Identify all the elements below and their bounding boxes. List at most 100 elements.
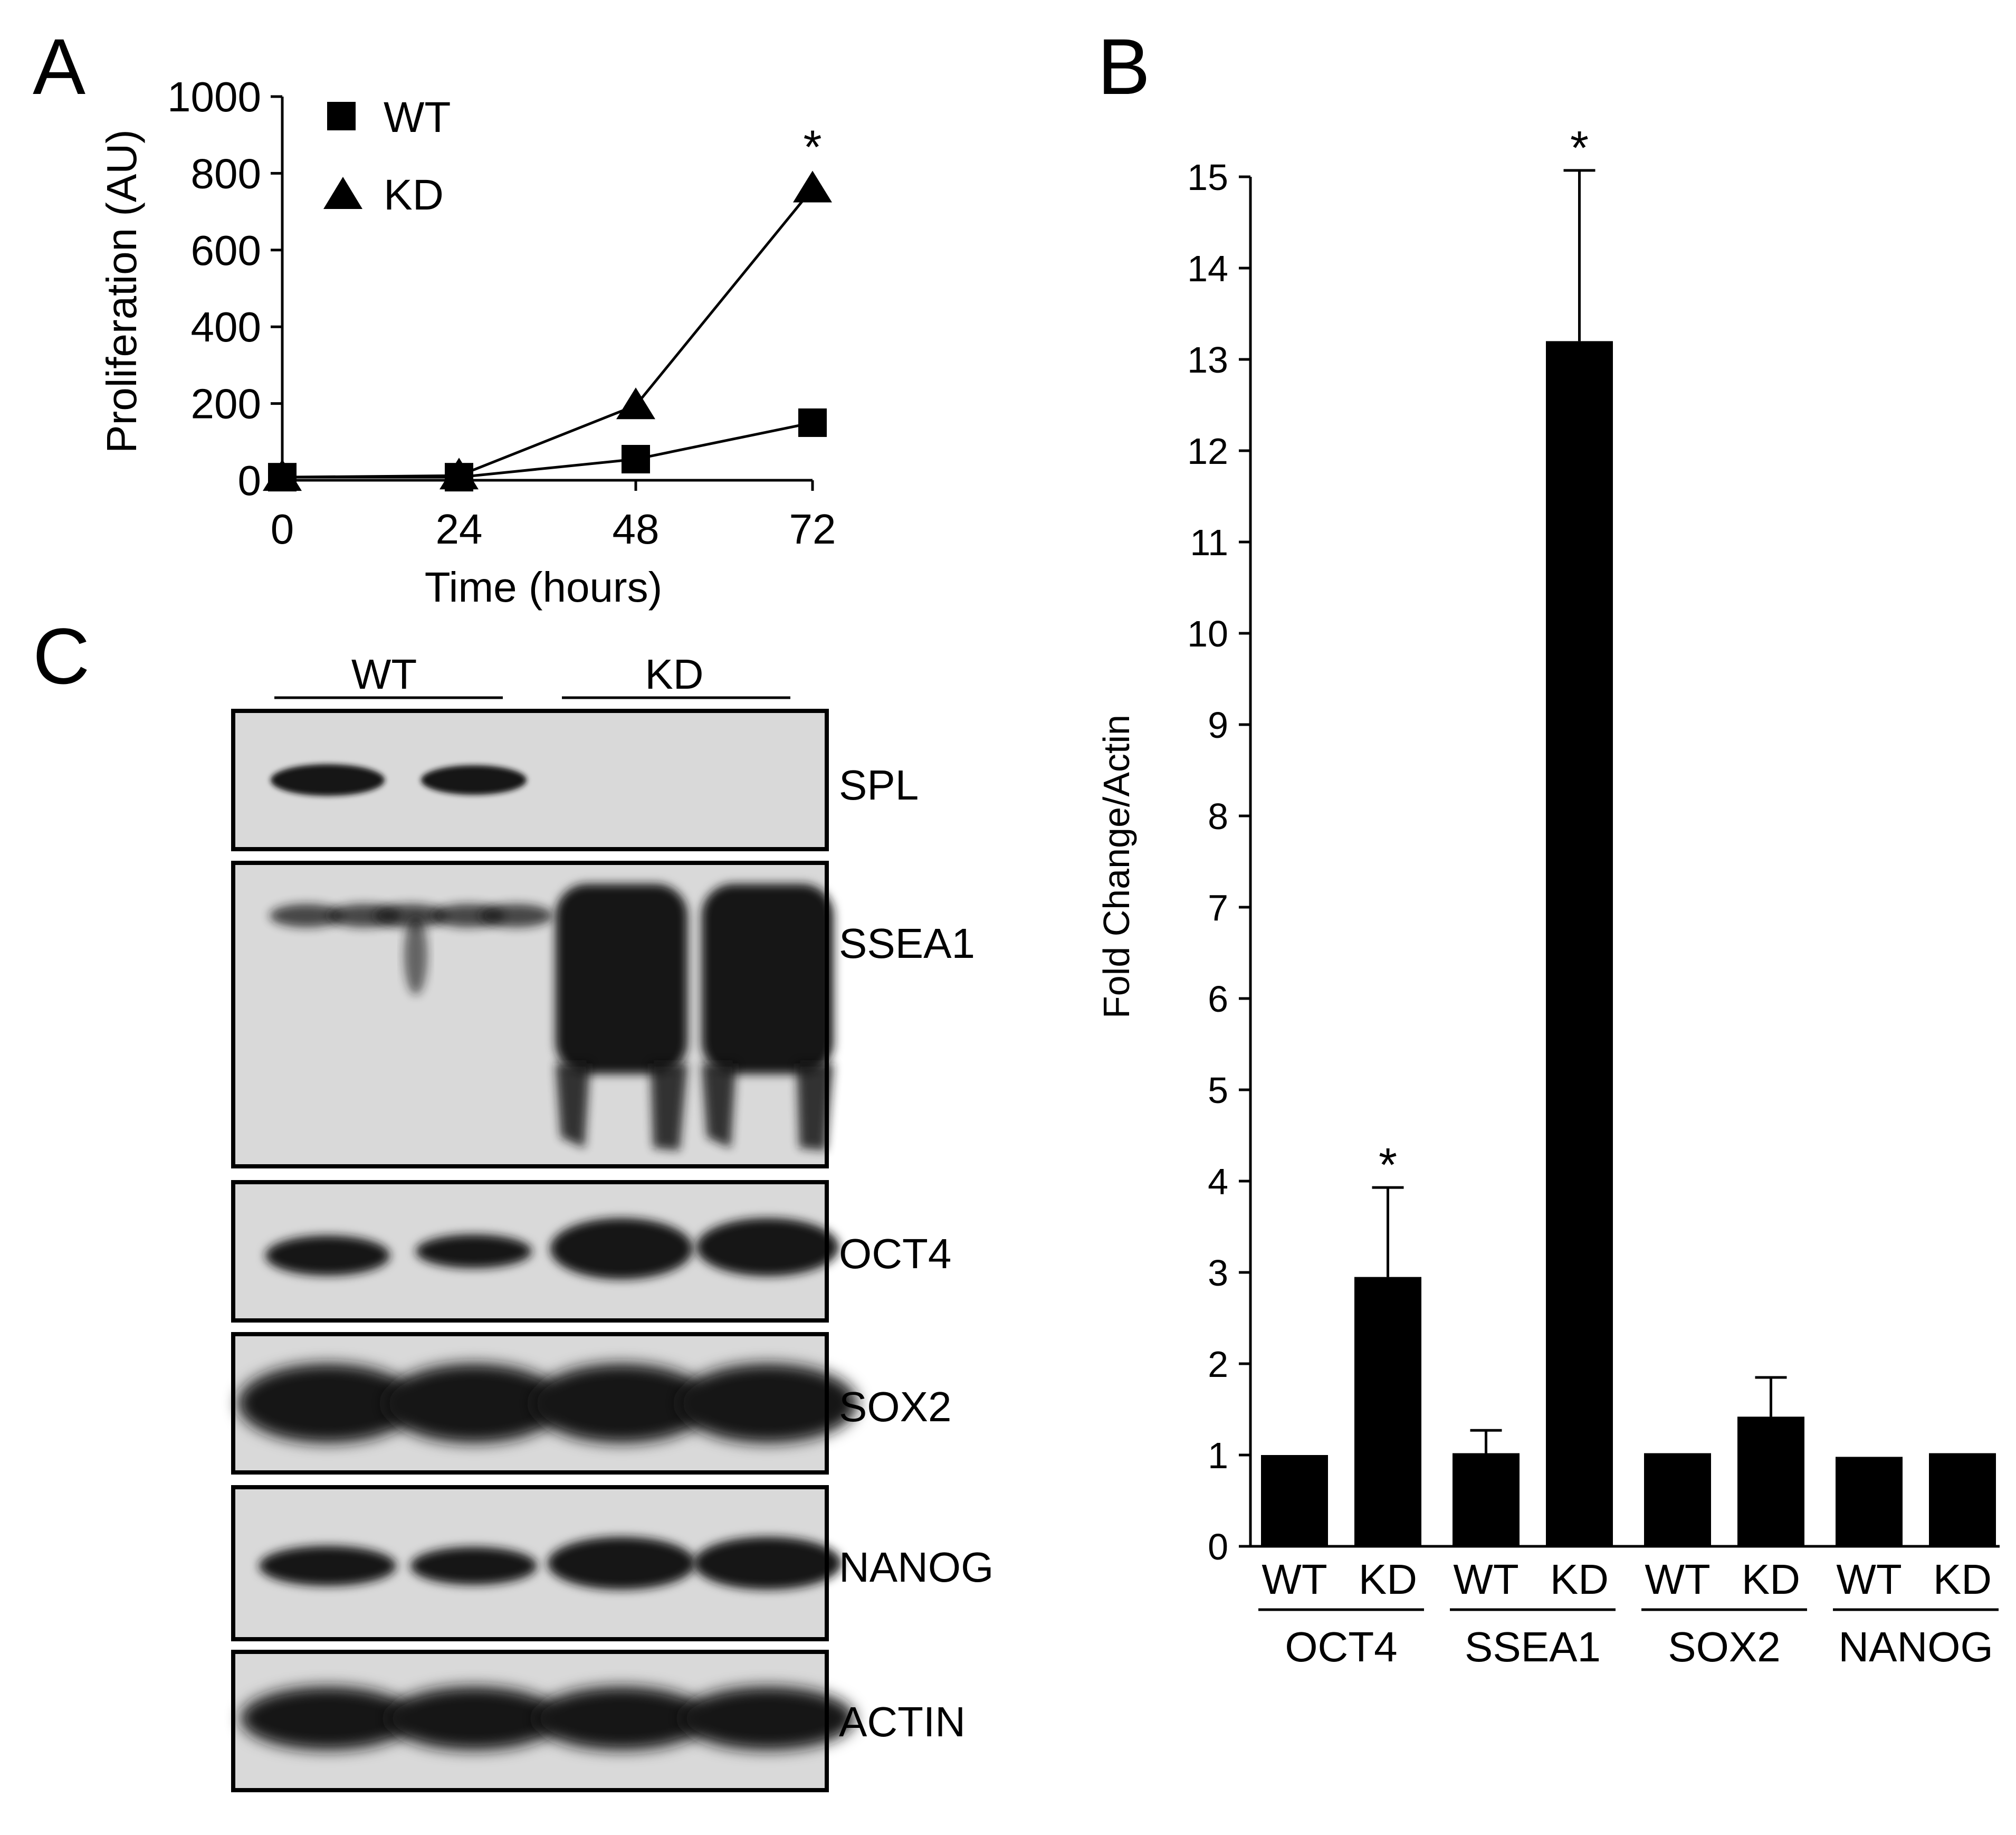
blot-smear [556, 884, 687, 1074]
blot-band-faint [374, 904, 447, 927]
marker-kd-triangle [263, 459, 302, 491]
blot-wt-group-label: WT [351, 651, 417, 698]
panel-b-y-tick-label: 12 [1187, 431, 1228, 472]
panel-a-line-chart: 0 200 400 600 800 1000 0 24 48 72 Time (hours) P… [98, 73, 836, 611]
panel-b-y-axis-label: Fold Change/Actin [1096, 715, 1137, 1019]
blot-band [384, 1364, 563, 1443]
panel-b-y-tick-label: 10 [1187, 613, 1228, 654]
bar-sox2-wt [1644, 1453, 1711, 1546]
panel-a-y-tick-label: 1000 [167, 73, 261, 120]
significance-star-oct4: * [1379, 1139, 1397, 1192]
panel-a-legend: WT KD [323, 93, 451, 219]
bar-category-label: KD [1742, 1556, 1800, 1603]
blot-bands-spl [271, 764, 527, 796]
panel-a-y-tick-label: 800 [191, 150, 261, 197]
blot-strip-border [231, 709, 829, 851]
blot-band [696, 1218, 839, 1276]
blot-strip-border [231, 1485, 829, 1641]
blot-band-faint [270, 904, 343, 927]
bar-oct4-wt [1261, 1455, 1328, 1546]
panel-b-y-tick-label: 15 [1187, 157, 1228, 198]
panel-b-y-tick-label: 4 [1208, 1161, 1228, 1202]
blot-smear-streak [702, 1063, 736, 1148]
panel-b-y-tick-label: 3 [1208, 1252, 1228, 1294]
blot-strip-border [231, 1650, 829, 1792]
marker-wt-square [622, 445, 650, 474]
blot-band [271, 764, 385, 796]
group-label-sox2: SOX2 [1668, 1623, 1780, 1670]
bar-category-label: WT [1645, 1556, 1710, 1603]
panel-b-bars [1261, 341, 1996, 1547]
blot-row-sox2: SOX2 [231, 1332, 951, 1475]
bar-category-label: WT [1836, 1556, 1902, 1603]
bar-category-label: WT [1453, 1556, 1518, 1603]
series-line-kd [282, 187, 814, 479]
blot-band [550, 1218, 693, 1279]
blot-label-ssea1: SSEA1 [839, 920, 975, 967]
panel-b-y-tick-label: 11 [1190, 522, 1228, 563]
blot-bands-actin [241, 1687, 855, 1750]
panel-b-y-tick-label: 2 [1208, 1344, 1228, 1385]
group-label-oct4: OCT4 [1285, 1623, 1397, 1670]
panel-a-y-tick-label: 0 [238, 457, 262, 504]
blot-band [532, 1364, 711, 1443]
panel-b-y-tick-label: 7 [1208, 887, 1228, 928]
blot-label-nanog: NANOG [839, 1544, 993, 1591]
blot-bands-sox2 [238, 1364, 857, 1443]
panel-a-x-tick-label: 24 [436, 506, 483, 553]
panel-a-significance-star: * [803, 121, 821, 174]
blot-strip-border [231, 1332, 829, 1475]
bar-category-label: KD [1359, 1556, 1417, 1603]
bar-category-label: WT [1262, 1556, 1327, 1603]
bar-category-label: KD [1550, 1556, 1609, 1603]
panel-a-x-axis-label: Time (hours) [425, 564, 662, 611]
bar-sox2-kd [1737, 1416, 1804, 1546]
blot-row-oct4: OCT4 [231, 1180, 951, 1323]
panel-a-x-tick-label: 0 [271, 506, 294, 553]
panel-a-series-markers [263, 170, 832, 492]
panel-a-y-tick-label: 400 [191, 303, 261, 350]
panel-b-y-tick-label: 5 [1208, 1070, 1228, 1111]
legend-kd-triangle-marker [323, 177, 362, 209]
blot-band [548, 1537, 695, 1590]
panel-a-series-lines [282, 187, 814, 479]
legend-kd-label: KD [384, 171, 444, 219]
panel-b-y-tick-label: 14 [1187, 248, 1228, 289]
panel-label-c: C [33, 612, 90, 700]
legend-wt-square-marker [327, 102, 356, 130]
blot-bands-ssea1 [270, 884, 834, 1151]
bar-ssea1-kd [1546, 341, 1613, 1547]
blot-row-ssea1: SSEA1 [231, 861, 975, 1168]
panel-b-y-tick-label: 8 [1208, 796, 1228, 837]
blot-band [241, 1687, 415, 1750]
panel-b-y-tick-label: 13 [1187, 339, 1228, 381]
blot-band [238, 1364, 417, 1443]
bar-category-label: KD [1933, 1556, 1992, 1603]
bar-ssea1-wt [1453, 1453, 1520, 1546]
blot-smear-streak [797, 1063, 834, 1151]
blot-band [265, 1235, 390, 1276]
panel-label-b: B [1097, 22, 1150, 111]
group-label-ssea1: SSEA1 [1465, 1623, 1601, 1670]
blot-bands-oct4 [265, 1218, 839, 1279]
blot-band [410, 1547, 537, 1585]
blot-smear-streak [556, 1063, 590, 1148]
group-label-nanog: NANOG [1838, 1623, 1993, 1670]
blot-label-spl: SPL [839, 762, 919, 809]
bar-oct4-kd [1354, 1277, 1421, 1546]
blot-label-sox2: SOX2 [839, 1383, 951, 1430]
significance-star-ssea1: * [1570, 122, 1589, 175]
legend-wt-label: WT [384, 93, 451, 141]
panel-b-y-tick-label: 1 [1208, 1435, 1228, 1476]
blot-band [681, 1687, 855, 1750]
blot-strip-border [231, 1180, 829, 1323]
panel-a-axes [271, 95, 814, 491]
panel-b-error-bars [1372, 169, 1787, 1453]
panel-a-x-tick-labels: 0 24 48 72 [271, 506, 836, 553]
blot-bands-nanog [259, 1537, 842, 1590]
panel-b-category-labels: WT KD WT KD WT KD WT KD [1262, 1556, 1992, 1603]
blot-band [694, 1537, 842, 1590]
